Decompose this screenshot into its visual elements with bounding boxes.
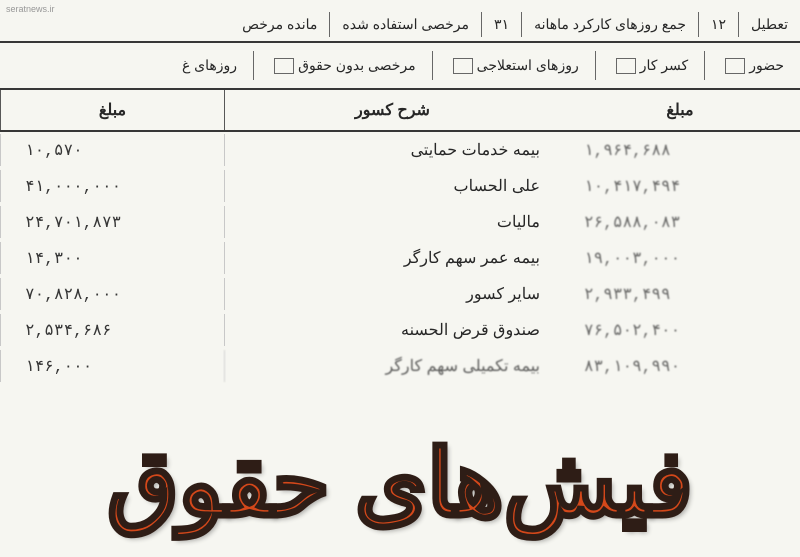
table-row: ۱,۹۶۴,۶۸۸ بیمه خدمات حمایتی ۱۰,۵۷۰ [0,132,800,168]
presence-label: حضور [704,51,800,80]
monthly-days-value: ۳۱ [481,12,521,37]
table-header: مبلغ شرح کسور مبلغ [0,90,800,132]
watermark: seratnews.ir [6,4,55,14]
table-row: ۸۳,۱۰۹,۹۹۰ بیمه تکمیلی سهم کارگر ۱۴۶,۰۰۰ [0,348,800,384]
leave-used-label: مرخصی استفاده شده [329,12,481,37]
second-info-row: حضور کسر کار روزهای استعلاجی مرخصی بدون … [0,43,800,90]
row-desc: سایر کسور [224,278,560,310]
deduction-work-label: کسر کار [595,51,704,80]
table-row: ۱۹,۰۰۳,۰۰۰ بیمه عمر سهم کارگر ۱۴,۳۰۰ [0,240,800,276]
table-row: ۲۶,۵۸۸,۰۸۳ مالیات ۲۴,۷۰۱,۸۷۳ [0,204,800,240]
row-amount1: ۱۰,۵۷۰ [0,134,224,166]
overlay-title: فیش‌های حقوق [0,430,800,537]
row-amount2: ۸۳,۱۰۹,۹۹۰ [560,350,800,382]
row-desc: مالیات [224,206,560,238]
row-desc: بیمه خدمات حمایتی [224,134,560,166]
row-amount2: ۱,۹۶۴,۶۸۸ [560,134,800,166]
sick-days-label: روزهای استعلاجی [432,51,595,80]
absent-days-label: روزهای غ [0,51,253,80]
table-row: ۱۰,۴۱۷,۴۹۴ علی الحساب ۴۱,۰۰۰,۰۰۰ [0,168,800,204]
monthly-days-label: جمع روزهای کارکرد ماهانه [521,12,698,37]
payslip-document: seratnews.ir تعطیل ۱۲ جمع روزهای کارکرد … [0,0,800,557]
header-amount2: مبلغ [560,90,800,130]
table-row: ۲,۹۳۳,۴۹۹ سایر کسور ۷۰,۸۲۸,۰۰۰ [0,276,800,312]
row-amount1: ۷۰,۸۲۸,۰۰۰ [0,278,224,310]
row-amount2: ۱۹,۰۰۳,۰۰۰ [560,242,800,274]
row-amount1: ۲,۵۳۴,۶۸۶ [0,314,224,346]
header-desc: شرح کسور [224,90,560,130]
leave-remaining-label: مانده مرخص [0,12,329,37]
unpaid-leave-label: مرخصی بدون حقوق [253,51,432,80]
top-info-row: تعطیل ۱۲ جمع روزهای کارکرد ماهانه ۳۱ مرخ… [0,8,800,43]
row-amount2: ۲,۹۳۳,۴۹۹ [560,278,800,310]
row-amount2: ۱۰,۴۱۷,۴۹۴ [560,170,800,202]
row-amount1: ۱۴۶,۰۰۰ [0,350,224,382]
holiday-label: تعطیل [738,12,800,37]
row-desc: بیمه تکمیلی سهم کارگر [224,350,560,382]
row-desc: صندوق قرض الحسنه [224,314,560,346]
row-amount2: ۲۶,۵۸۸,۰۸۳ [560,206,800,238]
header-amount1: مبلغ [0,90,224,130]
row-amount2: ۷۶,۵۰۲,۴۰۰ [560,314,800,346]
holiday-value: ۱۲ [698,12,738,37]
row-amount1: ۲۴,۷۰۱,۸۷۳ [0,206,224,238]
row-desc: بیمه عمر سهم کارگر [224,242,560,274]
row-amount1: ۴۱,۰۰۰,۰۰۰ [0,170,224,202]
row-desc: علی الحساب [224,170,560,202]
row-amount1: ۱۴,۳۰۰ [0,242,224,274]
table-row: ۷۶,۵۰۲,۴۰۰ صندوق قرض الحسنه ۲,۵۳۴,۶۸۶ [0,312,800,348]
